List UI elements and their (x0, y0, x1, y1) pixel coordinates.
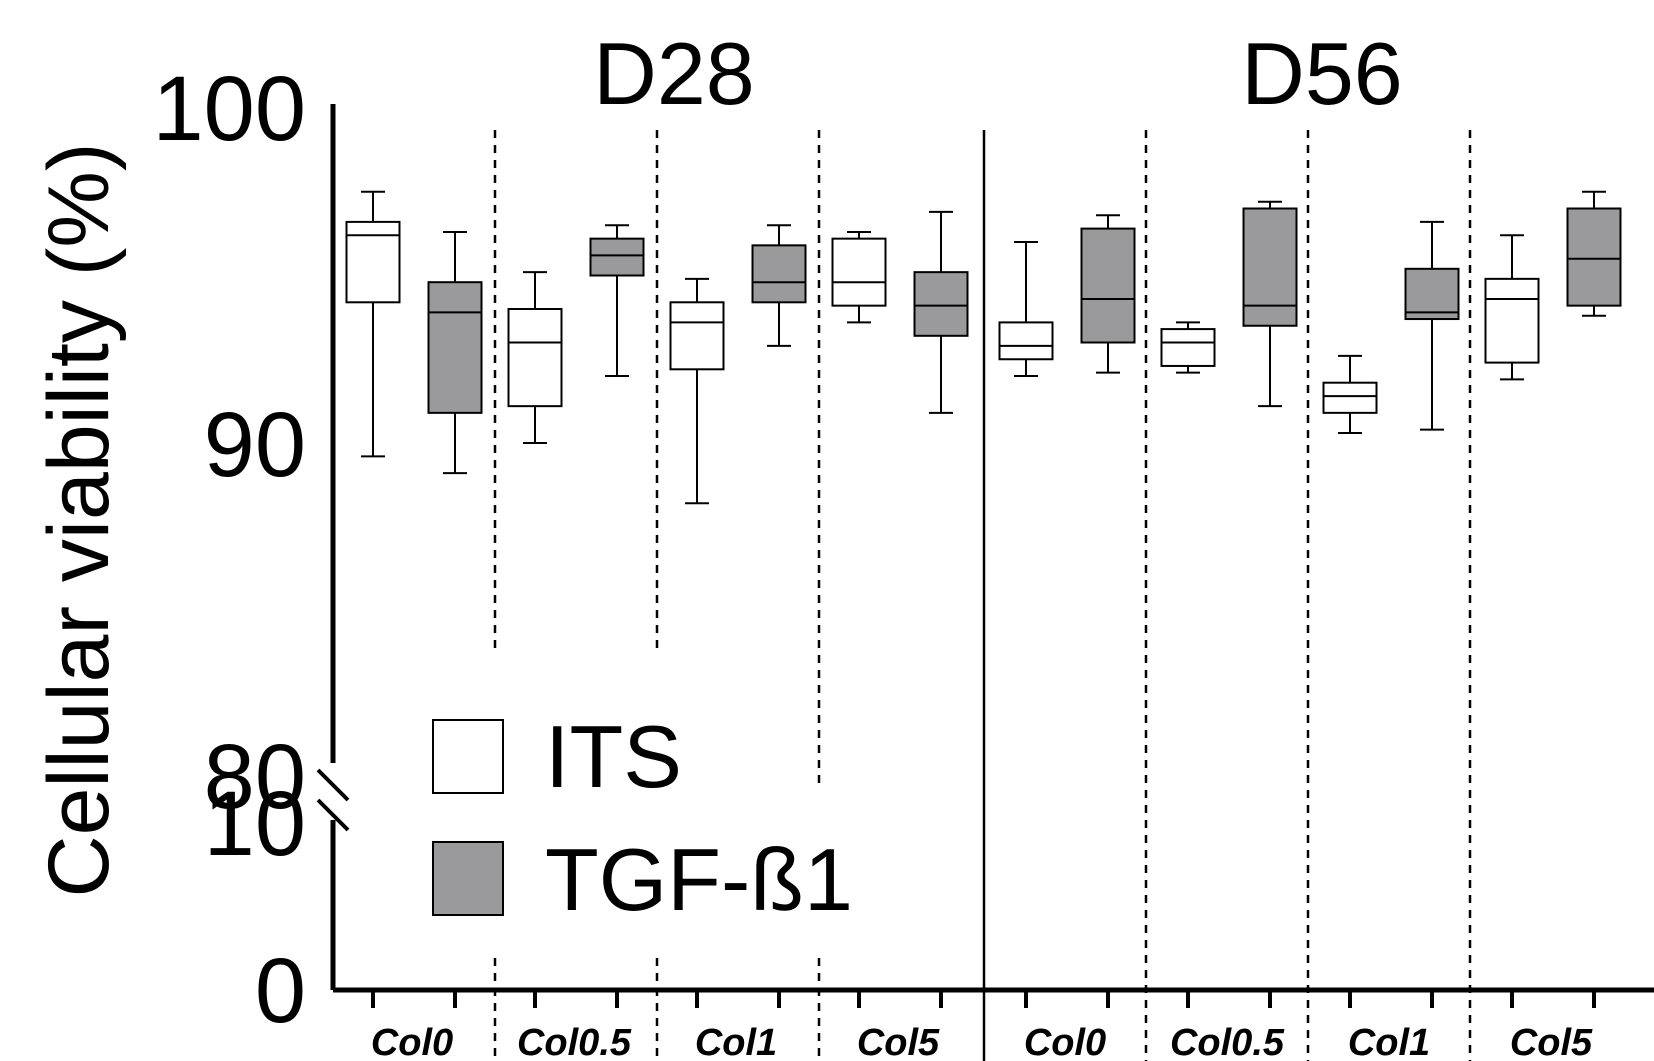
box-tgf-1-d56-col0-5 (1242, 200, 1298, 408)
box-its-d56-col0-5 (1160, 321, 1216, 374)
panel-label-d28: D28 (593, 24, 754, 123)
box-iqr (345, 220, 401, 304)
y-tick-label-10: 10 (204, 773, 306, 875)
labels: 100 90 80 10 0 Cellular viability (%) D2… (31, 24, 1593, 1061)
legend: ITS TGF-ß1 (432, 707, 853, 929)
boxes (345, 190, 1622, 505)
y-tick-label-90: 90 (204, 394, 306, 496)
x-category-label-d28-col0: Col0 (371, 1022, 453, 1061)
box-tgf-1-d28-col1 (751, 224, 807, 347)
box-iqr (1080, 227, 1136, 344)
box-iqr (427, 281, 483, 414)
box-its-d56-col1 (1322, 354, 1378, 434)
axis-break-mark-2 (316, 798, 350, 832)
box-iqr (913, 271, 969, 337)
box-tgf-1-d28-col5 (913, 210, 969, 414)
box-its-d28-col1 (669, 277, 725, 505)
box-its-d56-col5 (1484, 234, 1540, 381)
y-tick-label-80: 80 (204, 726, 306, 828)
box-iqr (1404, 267, 1460, 321)
box-iqr (751, 244, 807, 304)
x-category-label-d56-col1: Col1 (1348, 1022, 1430, 1061)
box-iqr (1242, 207, 1298, 327)
box-its-d28-col5 (831, 230, 887, 324)
legend-swatch-its (432, 719, 504, 794)
box-tgf-1-d56-col5 (1566, 190, 1622, 317)
box-iqr (1484, 277, 1540, 364)
x-category-label-d56-col5: Col5 (1510, 1022, 1593, 1061)
panel-label-d56: D56 (1241, 24, 1402, 123)
legend-label-its: ITS (545, 707, 682, 806)
box-iqr (1160, 328, 1216, 367)
legend-label-tgf-b1: TGF-ß1 (545, 830, 853, 929)
x-category-label-d56-col0: Col0 (1024, 1022, 1106, 1061)
axis-break-mark-1 (316, 768, 350, 802)
x-category-label-d28-col0-5: Col0.5 (517, 1022, 632, 1061)
box-tgf-1-d56-col1 (1404, 220, 1460, 431)
y-axis-label: Cellular viability (%) (31, 142, 127, 897)
box-iqr (1322, 381, 1378, 414)
box-its-d28-col0 (345, 190, 401, 458)
box-its-d56-col0 (998, 241, 1054, 377)
box-iqr (998, 321, 1054, 361)
y-tick-label-0: 0 (255, 940, 306, 1042)
axes (316, 104, 1654, 993)
box-iqr (1566, 207, 1622, 307)
y-tick-label-100: 100 (153, 58, 307, 160)
box-tgf-1-d56-col0 (1080, 214, 1136, 374)
box-iqr (589, 237, 645, 277)
group-separators (371, 130, 1596, 1061)
box-tgf-1-d28-col0-5 (589, 224, 645, 377)
x-category-label-d28-col5: Col5 (857, 1022, 940, 1061)
box-tgf-1-d28-col0 (427, 230, 483, 475)
box-iqr (831, 237, 887, 307)
legend-swatch-tgf-b1 (432, 841, 504, 916)
x-category-label-d56-col0-5: Col0.5 (1170, 1022, 1285, 1061)
box-iqr (507, 308, 563, 408)
box-iqr (669, 301, 725, 371)
box-its-d28-col0-5 (507, 271, 563, 444)
x-category-label-d28-col1: Col1 (695, 1022, 777, 1061)
